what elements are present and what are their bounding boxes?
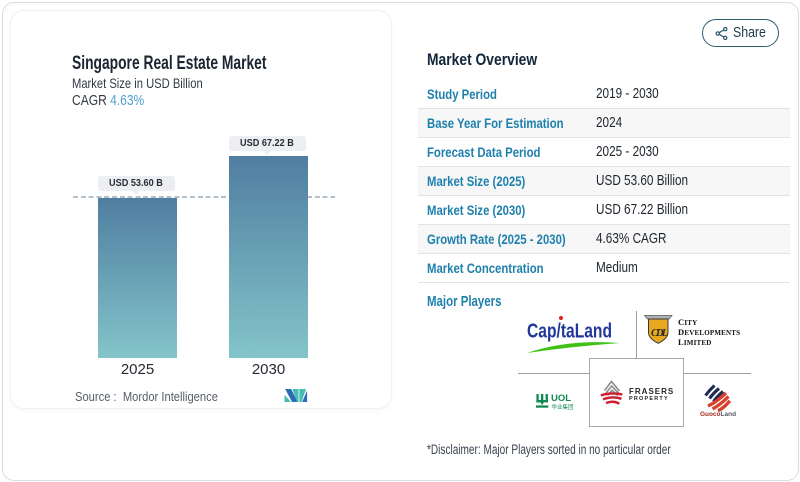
svg-text:CDL: CDL [651, 328, 668, 339]
svg-text:Cap/taLand: Cap/taLand [527, 321, 612, 343]
